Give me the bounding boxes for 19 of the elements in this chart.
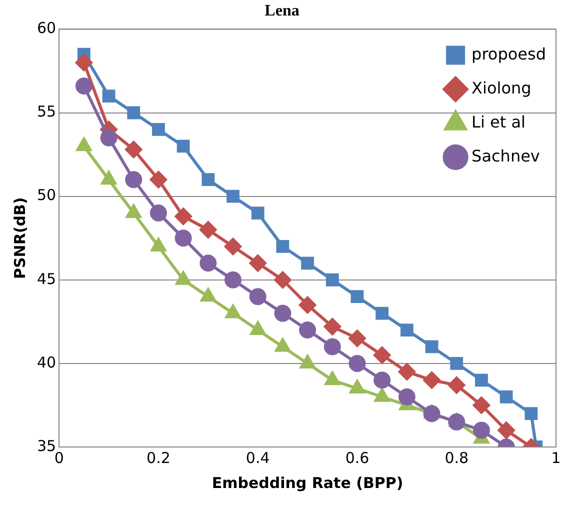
y-tick-label: 40 xyxy=(36,353,56,372)
y-tick-label: 35 xyxy=(36,436,56,455)
y-tick-label: 45 xyxy=(36,270,56,288)
legend-label: Li et al xyxy=(472,112,526,132)
x-tick-label: 0.6 xyxy=(345,448,370,467)
y-tick-label: 50 xyxy=(36,186,56,204)
x-tick-label: 0 xyxy=(54,448,64,467)
chart-title: Lena xyxy=(264,2,300,20)
x-axis-title: Embedding Rate (BPP) xyxy=(212,474,404,492)
x-tick-label: 0.2 xyxy=(146,448,170,467)
y-axis-title: PSNR(dB) xyxy=(10,197,29,279)
y-tick-label: 55 xyxy=(36,102,56,121)
x-tick-label: 0.4 xyxy=(246,448,270,467)
x-tick-label: 1 xyxy=(551,448,561,467)
legend-label: Sachnev xyxy=(472,146,540,166)
x-tick-label: 0.8 xyxy=(444,448,469,467)
legend-label: Xiolong xyxy=(472,78,532,98)
legend-label: propoesd xyxy=(472,44,546,64)
y-tick-label: 60 xyxy=(36,19,56,38)
